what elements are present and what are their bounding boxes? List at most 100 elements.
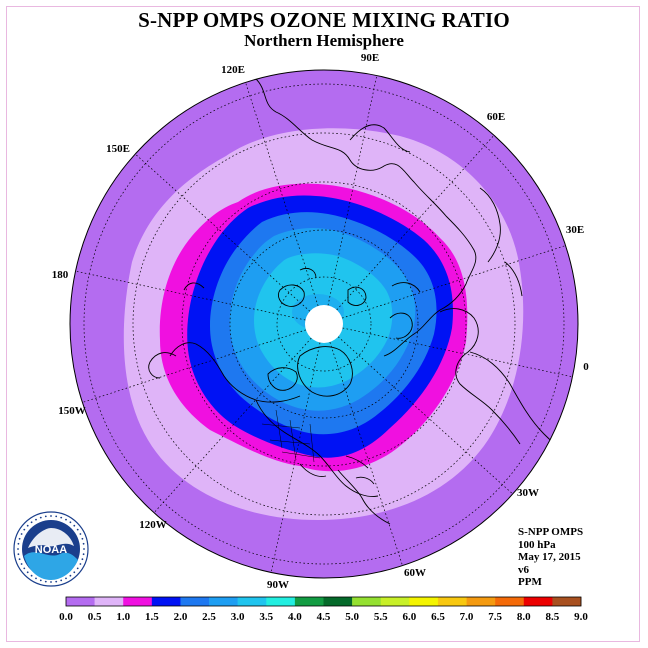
us-state-lines xyxy=(261,409,321,463)
meridian-30w xyxy=(337,336,514,495)
colorbar-tick-label: 7.0 xyxy=(460,611,474,623)
lat-circle-75n xyxy=(276,276,372,372)
meridian-180 xyxy=(75,270,306,321)
coast-greenland xyxy=(297,346,353,397)
label-60w: 60W xyxy=(404,567,426,579)
label-90w: 90W xyxy=(267,579,289,591)
logo-ring-mark xyxy=(23,567,26,570)
colorbar-tick-label: 2.5 xyxy=(202,611,216,623)
lat-circle-30n xyxy=(132,132,516,516)
colorbar-tick-label: 7.5 xyxy=(488,611,502,623)
meridian-150w xyxy=(82,329,307,403)
map-title: S-NPP OMPS OZONE MIXING RATIO xyxy=(138,8,510,32)
logo-ring-mark xyxy=(81,537,84,540)
label-120w: 120W xyxy=(139,519,167,531)
label-30w: 30W xyxy=(517,487,539,499)
label-0: 0 xyxy=(583,361,589,373)
colorbar-swatch xyxy=(523,597,553,606)
colorbar-swatch xyxy=(294,597,324,606)
logo-ring-mark xyxy=(30,521,33,524)
logo-ring-mark xyxy=(18,537,21,540)
logo-ring-mark xyxy=(73,524,76,527)
coast-north-america xyxy=(169,342,379,497)
coast-central-america xyxy=(299,463,391,525)
missing-data-pole xyxy=(305,305,343,343)
coast-caribbean xyxy=(345,455,375,485)
colorbar-tick-label: 1.0 xyxy=(116,611,130,623)
meridian-30e xyxy=(341,245,566,319)
info-level: 100 hPa xyxy=(518,538,556,551)
logo-text: NOAA xyxy=(35,544,67,556)
coast-alaska xyxy=(148,282,205,379)
meridian-0 xyxy=(342,327,573,378)
colorbar-tick-label: 2.0 xyxy=(174,611,188,623)
logo-ring-mark xyxy=(17,542,20,545)
colorbar-tick-label: 0.5 xyxy=(88,611,102,623)
logo-ring-mark xyxy=(35,518,37,521)
logo-ring-mark xyxy=(65,577,67,580)
logo-ring-mark xyxy=(23,528,26,531)
map-frame xyxy=(6,6,640,642)
meridian-120w xyxy=(153,337,312,514)
meridian-lines xyxy=(75,75,573,573)
colorbar-swatch xyxy=(237,597,267,606)
label-120e: 120E xyxy=(221,64,245,76)
colorbar-swatch xyxy=(151,597,181,606)
label-150e: 150E xyxy=(106,143,130,155)
colorbar-swatch xyxy=(437,597,467,606)
colorbar-swatch xyxy=(66,597,95,606)
logo-ring-mark xyxy=(26,524,29,527)
coast-europe xyxy=(439,308,521,445)
logo-ring-mark xyxy=(83,548,85,550)
logo-ring-mark xyxy=(79,563,82,565)
colorbar-swatch xyxy=(209,597,238,606)
logo-ring-mark xyxy=(50,515,52,517)
noaa-logo: NOAA xyxy=(13,511,89,587)
logo-ring-mark xyxy=(76,528,79,531)
colorbar-tick-label: 0.0 xyxy=(59,611,73,623)
ozone-field xyxy=(70,70,578,578)
lat-circle-45n xyxy=(181,181,467,467)
lat-circle-60n xyxy=(229,229,419,419)
label-180: 180 xyxy=(52,269,69,281)
coast-asia xyxy=(254,77,477,357)
logo-ring-mark xyxy=(20,533,23,535)
logo-ring-mark xyxy=(18,558,21,561)
logo-ring-mark xyxy=(35,577,37,580)
logo-ring-mark xyxy=(26,571,29,574)
coast-china-sea xyxy=(349,124,411,153)
meridian-60w xyxy=(329,341,403,566)
colorbar-swatch xyxy=(123,597,153,606)
colorbar-tick-label: 6.0 xyxy=(402,611,416,623)
logo-ring-mark xyxy=(82,553,85,556)
meridian-60e xyxy=(336,134,495,311)
colorbar-tick-label: 9.0 xyxy=(574,611,588,623)
info-units: PPM xyxy=(518,576,542,588)
colorbar-swatch xyxy=(266,597,296,606)
label-150w: 150W xyxy=(58,405,86,417)
colorbar-tick-label: 8.0 xyxy=(517,611,531,623)
logo-ring-mark xyxy=(76,567,79,570)
label-60e: 60E xyxy=(487,111,505,123)
logo-ring-mark xyxy=(44,580,47,583)
coast-scandinavia xyxy=(389,282,421,339)
colorbar-tick-label: 8.5 xyxy=(546,611,560,623)
meridian-90e xyxy=(327,75,378,306)
coast-arctic-islands xyxy=(277,267,367,307)
logo-ring-mark xyxy=(79,533,82,535)
logo-ring-mark xyxy=(55,580,58,583)
colorbar-swatch xyxy=(552,597,582,606)
colorbar-frame xyxy=(65,596,582,607)
info-version: v6 xyxy=(518,563,529,576)
logo-ring-mark xyxy=(17,553,20,556)
map-boundary xyxy=(69,69,579,579)
logo-ring-mark xyxy=(60,579,63,582)
colorbar-tick-label: 3.0 xyxy=(231,611,245,623)
coast-hudson-bay xyxy=(267,367,298,391)
logo-ring-mark xyxy=(73,571,76,574)
colorbar: 0.0 0.5 1.0 1.5 2.0 2.5 3.0 3.5 4.0 4.5 5.0 5.5 6.0 6… xyxy=(59,596,588,623)
logo-ring-mark xyxy=(69,574,72,577)
meridian-120e xyxy=(245,82,319,307)
info-date: May 17, 2015 xyxy=(518,551,581,563)
